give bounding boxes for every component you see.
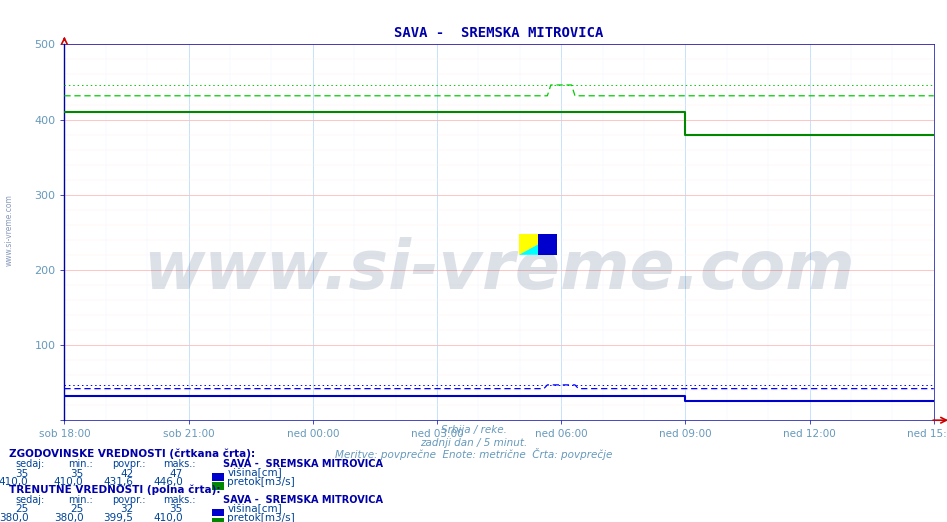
Text: 35: 35 [70, 469, 83, 479]
Text: zadnji dan / 5 minut.: zadnji dan / 5 minut. [420, 438, 527, 448]
Text: 25: 25 [15, 504, 28, 514]
Text: 446,0: 446,0 [153, 478, 183, 488]
Text: www.si-vreme.com: www.si-vreme.com [143, 237, 855, 303]
Text: ZGODOVINSKE VREDNOSTI (črtkana črta):: ZGODOVINSKE VREDNOSTI (črtkana črta): [9, 448, 256, 459]
Text: pretok[m3/s]: pretok[m3/s] [227, 513, 295, 522]
Polygon shape [519, 234, 557, 255]
Text: 42: 42 [120, 469, 134, 479]
Text: SAVA -  SREMSKA MITROVICA: SAVA - SREMSKA MITROVICA [223, 459, 383, 469]
Text: 410,0: 410,0 [54, 478, 83, 488]
Text: Srbija / reke.: Srbija / reke. [440, 425, 507, 435]
Text: maks.:: maks.: [163, 459, 195, 469]
Title: SAVA -  SREMSKA MITROVICA: SAVA - SREMSKA MITROVICA [394, 27, 604, 40]
Text: min.:: min.: [68, 495, 93, 505]
Text: 380,0: 380,0 [0, 513, 28, 522]
Text: 32: 32 [120, 504, 134, 514]
Text: 35: 35 [15, 469, 28, 479]
Text: 380,0: 380,0 [54, 513, 83, 522]
Text: 35: 35 [170, 504, 183, 514]
Text: 47: 47 [170, 469, 183, 479]
Text: Meritve: povprečne  Enote: metrične  Črta: povprečje: Meritve: povprečne Enote: metrične Črta:… [335, 448, 612, 460]
Text: 410,0: 410,0 [153, 513, 183, 522]
Text: 25: 25 [70, 504, 83, 514]
Text: 399,5: 399,5 [103, 513, 134, 522]
Text: sedaj:: sedaj: [15, 459, 45, 469]
Text: pretok[m3/s]: pretok[m3/s] [227, 478, 295, 488]
Text: www.si-vreme.com: www.si-vreme.com [5, 194, 14, 266]
Text: 431,6: 431,6 [103, 478, 134, 488]
Text: SAVA -  SREMSKA MITROVICA: SAVA - SREMSKA MITROVICA [223, 495, 383, 505]
Bar [538, 234, 557, 255]
Text: višina[cm]: višina[cm] [227, 504, 282, 514]
Text: min.:: min.: [68, 459, 93, 469]
Text: sedaj:: sedaj: [15, 495, 45, 505]
Text: povpr.:: povpr.: [112, 459, 145, 469]
Text: višina[cm]: višina[cm] [227, 468, 282, 479]
Text: maks.:: maks.: [163, 495, 195, 505]
Polygon shape [519, 234, 557, 255]
Text: povpr.:: povpr.: [112, 495, 145, 505]
Text: TRENUTNE VREDNOSTI (polna črta):: TRENUTNE VREDNOSTI (polna črta): [9, 485, 221, 495]
Text: 410,0: 410,0 [0, 478, 28, 488]
